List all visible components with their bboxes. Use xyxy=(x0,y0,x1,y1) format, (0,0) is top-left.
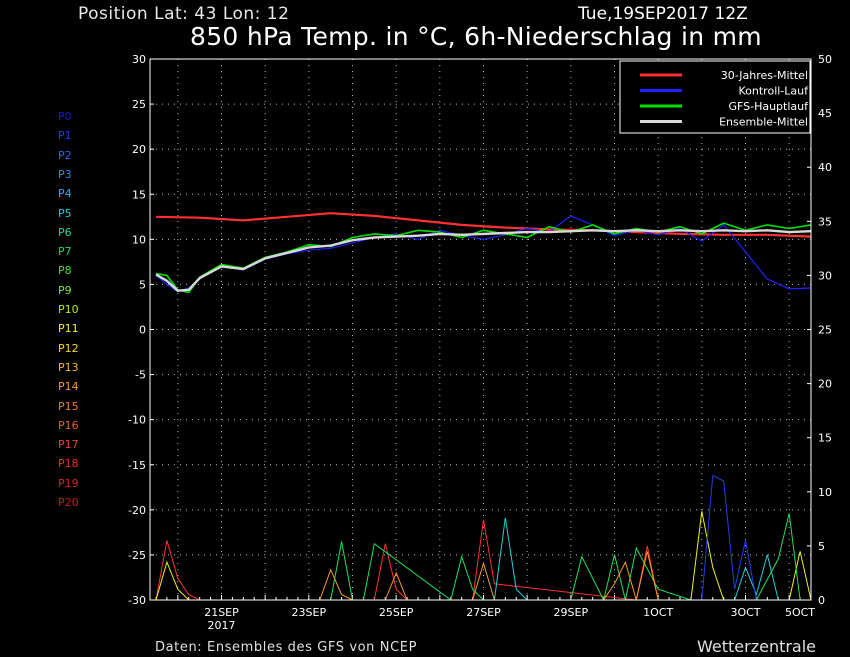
left-tick-label: 10 xyxy=(132,233,146,246)
left-tick-label: 15 xyxy=(132,188,146,201)
run-datetime: Tue,19SEP2017 12Z xyxy=(578,4,748,24)
x-tick-label: 29SEP xyxy=(554,606,589,619)
grid xyxy=(150,59,811,600)
left-tick-label: -10 xyxy=(128,414,146,427)
member-label-p6: P6 xyxy=(58,225,72,239)
series-line-3 xyxy=(155,229,812,292)
x-tick-label: 5OCT xyxy=(785,606,815,619)
x-tick-label: 1OCT xyxy=(643,606,673,619)
x-tick-label: 25SEP xyxy=(379,606,414,619)
precip-line-2 xyxy=(155,511,812,601)
data-source: Daten: Ensembles des GFS von NCEP xyxy=(155,640,418,655)
member-label-p11: P11 xyxy=(58,322,79,336)
left-tick-label: -25 xyxy=(128,549,146,562)
left-tick-label: 25 xyxy=(132,98,146,111)
plot-frame xyxy=(149,58,812,601)
member-label-p5: P5 xyxy=(58,206,72,220)
member-label-p15: P15 xyxy=(58,399,79,413)
right-tick-label: 0 xyxy=(818,594,825,607)
right-tick-label: 5 xyxy=(818,540,825,553)
legend-label: GFS-Hauptlauf xyxy=(728,100,809,113)
precip-line-1 xyxy=(493,517,779,601)
left-tick-label: 0 xyxy=(139,324,146,337)
member-label-p1: P1 xyxy=(58,129,72,143)
left-tick-label: -20 xyxy=(128,504,146,517)
left-tick-label: -5 xyxy=(135,369,146,382)
brand-label: Wetterzentrale xyxy=(697,637,817,656)
position-label: Position Lat: 43 Lon: 12 xyxy=(78,4,290,24)
legend-label: 30-Jahres-Mittel xyxy=(721,69,808,82)
right-tick-label: 20 xyxy=(818,378,832,391)
precip-line-4 xyxy=(330,513,801,602)
right-tick-label: 35 xyxy=(818,215,832,228)
member-label-p18: P18 xyxy=(58,457,79,471)
member-label-p20: P20 xyxy=(58,496,79,509)
x-tick-label: 3OCT xyxy=(730,606,760,619)
left-tick-label: 20 xyxy=(132,143,146,156)
member-label-p17: P17 xyxy=(58,438,79,452)
member-label-p2: P2 xyxy=(58,148,72,162)
member-label-p10: P10 xyxy=(58,303,79,316)
precip-line-5 xyxy=(319,551,659,601)
right-tick-label: 50 xyxy=(818,53,832,66)
left-tick-label: -30 xyxy=(128,594,146,607)
member-label-p4: P4 xyxy=(58,187,72,201)
legend-label: Ensemble-Mittel xyxy=(719,116,808,129)
x-tick-sublabel: 2017 xyxy=(208,619,236,632)
member-label-p14: P14 xyxy=(58,380,79,394)
precip-line-3 xyxy=(701,474,757,601)
x-tick-label: 23SEP xyxy=(292,606,327,619)
temperature-lines xyxy=(155,212,812,294)
member-label-p16: P16 xyxy=(58,418,79,432)
member-label-p19: P19 xyxy=(58,476,79,490)
member-label-p13: P13 xyxy=(58,360,79,374)
x-tick-label: 27SEP xyxy=(466,606,501,619)
left-tick-label: -15 xyxy=(128,459,146,472)
right-tick-label: 30 xyxy=(818,269,832,282)
legend-label: Kontroll-Lauf xyxy=(739,85,810,98)
right-tick-label: 10 xyxy=(818,486,832,499)
member-label-p7: P7 xyxy=(58,245,72,259)
right-tick-label: 40 xyxy=(818,161,832,174)
member-label-p12: P12 xyxy=(58,341,79,355)
chart-title: 850 hPa Temp. in °C, 6h-Niederschlag in … xyxy=(190,22,762,51)
right-tick-label: 45 xyxy=(818,107,832,120)
member-label-p9: P9 xyxy=(58,283,72,297)
legend: 30-Jahres-Mittel Kontroll-Lauf GFS-Hauptla… xyxy=(619,60,811,134)
right-tick-label: 15 xyxy=(818,432,832,445)
left-axis: 30 25 20 15 10 5 0 -5 -10 -15 -20 -25 -30 xyxy=(128,53,154,607)
right-tick-label: 25 xyxy=(818,324,832,337)
member-label-p8: P8 xyxy=(58,264,72,278)
member-label-p0: P0 xyxy=(58,110,72,123)
precip-line-0 xyxy=(155,519,659,601)
left-tick-label: 5 xyxy=(139,278,146,291)
member-label-p3: P3 xyxy=(58,167,72,181)
x-tick-label: 21SEP xyxy=(204,606,239,619)
left-tick-label: 30 xyxy=(132,53,146,66)
